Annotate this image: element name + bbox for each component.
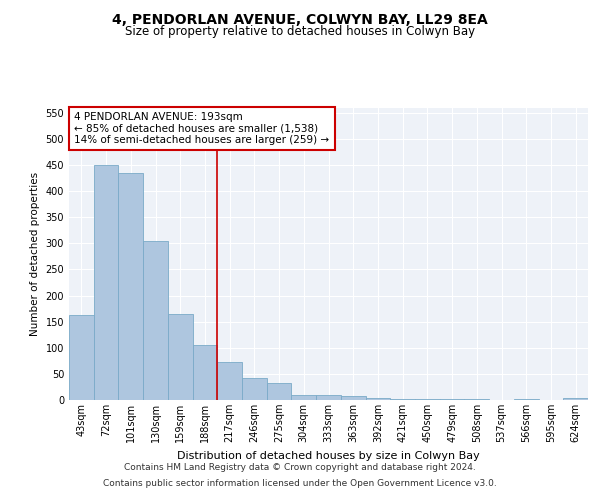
Text: 4 PENDORLAN AVENUE: 193sqm
← 85% of detached houses are smaller (1,538)
14% of s: 4 PENDORLAN AVENUE: 193sqm ← 85% of deta… [74,112,329,145]
Bar [193,345,217,400]
Bar [69,315,94,400]
Text: Size of property relative to detached houses in Colwyn Bay: Size of property relative to detached ho… [125,25,475,38]
X-axis label: Distribution of detached houses by size in Colwyn Bay: Distribution of detached houses by size … [177,450,480,460]
Bar [365,398,390,400]
Bar [242,378,267,400]
Bar [143,240,168,400]
Bar [168,314,193,400]
Y-axis label: Number of detached properties: Number of detached properties [30,172,40,336]
Bar [563,398,588,400]
Bar [415,399,440,400]
Text: Contains public sector information licensed under the Open Government Licence v3: Contains public sector information licen… [103,478,497,488]
Text: 4, PENDORLAN AVENUE, COLWYN BAY, LL29 8EA: 4, PENDORLAN AVENUE, COLWYN BAY, LL29 8E… [112,12,488,26]
Bar [316,395,341,400]
Bar [217,362,242,400]
Text: Contains HM Land Registry data © Crown copyright and database right 2024.: Contains HM Land Registry data © Crown c… [124,464,476,472]
Bar [341,396,365,400]
Bar [292,395,316,400]
Bar [94,165,118,400]
Bar [267,384,292,400]
Bar [390,399,415,400]
Bar [118,173,143,400]
